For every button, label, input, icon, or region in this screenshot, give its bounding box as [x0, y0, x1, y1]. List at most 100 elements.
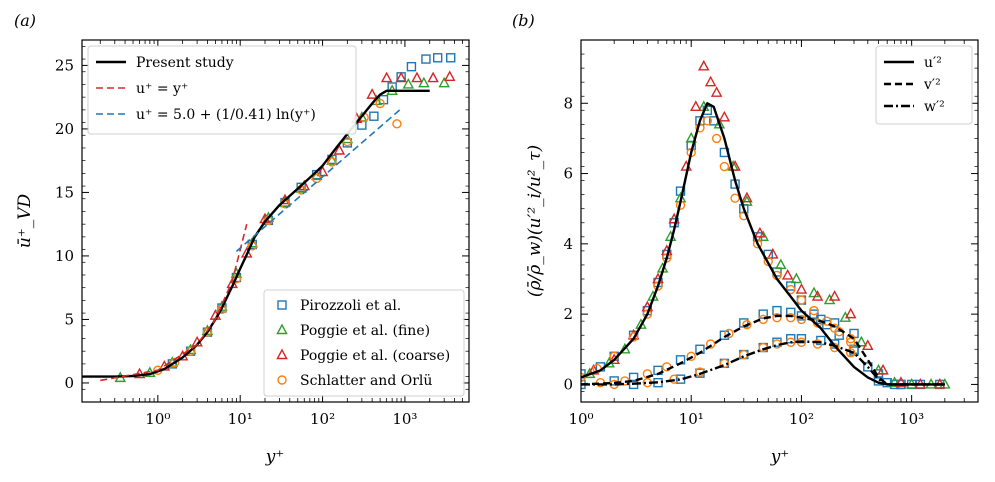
data-point-circle: [772, 312, 782, 323]
data-point-circle: [786, 284, 796, 295]
data-point-triangle: [754, 226, 766, 238]
data-point-square: [421, 54, 431, 64]
legend-frame: [263, 289, 465, 397]
series-line-2: [581, 340, 945, 386]
data-point-triangle: [619, 342, 631, 354]
data-point-circle: [846, 337, 856, 347]
data-point-triangle: [402, 77, 415, 89]
panel-a-label: (a): [14, 11, 36, 30]
data-point-triangle: [366, 88, 378, 99]
data-point-triangle: [741, 191, 753, 203]
data-point-circle: [392, 119, 402, 129]
panel-b-xlabel: y⁺: [770, 447, 790, 467]
x-tick-label: 10³: [392, 410, 417, 428]
panel-b: (b) 10⁰ 10¹ 10² 10³ 0 2 4 6 8 y⁺ (ρ̄/ρ̄_w)(u′²_i…: [512, 11, 979, 467]
data-point-triangle: [855, 335, 868, 347]
panel-a-xlabel: y⁺: [265, 447, 285, 467]
y-tick-label: 25: [55, 56, 74, 74]
data-point-circle: [202, 327, 213, 337]
data-point-triangle: [757, 230, 769, 242]
data-point-square: [786, 281, 796, 291]
data-point-circle: [796, 314, 807, 325]
data-point-square: [809, 309, 819, 319]
y-tick-label: 2: [563, 305, 573, 323]
data-point-circle: [758, 314, 768, 325]
legend-entry-label: u⁺ = y⁺: [136, 81, 188, 97]
data-point-circle: [705, 339, 716, 349]
data-point-triangle: [823, 293, 836, 305]
data-point-square: [609, 376, 619, 386]
legend-marker-swatch: [277, 375, 287, 385]
legend-entry-label: u′²: [924, 55, 942, 71]
data-point-square: [796, 334, 807, 344]
data-point-square: [772, 305, 782, 316]
data-point-triangle: [808, 286, 820, 298]
panel-b-ticks: 10⁰ 10¹ 10² 10³ 0 2 4 6 8: [563, 40, 978, 428]
data-point-circle: [375, 98, 385, 109]
data-point-square: [432, 53, 443, 63]
data-point-circle: [829, 323, 840, 333]
x-tick-label: 10¹: [679, 410, 704, 428]
x-tick-label: 10⁰: [568, 410, 593, 428]
data-point-triangle: [438, 76, 450, 88]
data-point-triangle: [828, 290, 841, 301]
data-point-square: [628, 372, 639, 383]
y-tick-label: 10: [55, 247, 74, 265]
data-point-square: [406, 61, 417, 72]
data-point-triangle: [697, 59, 710, 71]
data-point-triangle: [729, 160, 741, 171]
data-point-square: [581, 369, 586, 379]
data-point-circle: [809, 305, 819, 316]
y-tick-label: 0: [563, 375, 573, 393]
x-tick-label: 10²: [789, 410, 814, 428]
data-point-square: [446, 53, 456, 63]
x-tick-label: 10¹: [228, 410, 253, 428]
x-tick-label: 10³: [899, 410, 924, 428]
data-point-circle: [711, 133, 722, 144]
data-point-triangle: [326, 154, 338, 165]
data-point-square: [758, 309, 768, 319]
legend-marker-swatch: [276, 348, 288, 360]
panel-a-legend-top: Present study u⁺ = y⁺ u⁺ = 5.0 + (1/0.41) …: [87, 45, 357, 135]
data-point-circle: [686, 351, 696, 362]
data-point-circle: [642, 309, 653, 319]
legend-entry-label: w′²: [924, 99, 945, 115]
panel-b-legend: u′² v′² w′²: [875, 45, 973, 125]
data-point-circle: [846, 334, 856, 344]
y-tick-label: 15: [55, 183, 74, 201]
legend-marker-swatch: [276, 323, 288, 335]
data-point-circle: [342, 136, 353, 147]
data-point-circle: [829, 342, 840, 353]
data-point-circle: [327, 157, 337, 167]
y-tick-label: 8: [563, 94, 573, 112]
data-point-triangle: [333, 144, 346, 155]
data-point-triangle: [862, 339, 874, 350]
data-point-triangle: [443, 70, 456, 82]
data-point-square: [863, 362, 873, 372]
data-point-circle: [719, 161, 730, 172]
y-tick-label: 0: [64, 374, 74, 392]
data-point-circle: [752, 239, 763, 249]
panel-a-frame: [81, 39, 470, 403]
data-point-triangle: [380, 71, 393, 83]
data-point-triangle: [395, 71, 407, 83]
y-tick-label: 5: [64, 310, 74, 328]
panel-b-frame: [580, 39, 979, 403]
data-point-circle: [796, 295, 807, 305]
data-point-triangle: [411, 71, 423, 83]
legend-entry-label: Present study: [136, 55, 234, 71]
panel-b-label: (b): [512, 11, 535, 30]
legend-entry-label: Pirozzoli et al.: [300, 298, 401, 314]
legend-entry-label: Poggie et al. (fine): [300, 323, 430, 339]
data-point-square: [834, 330, 844, 340]
data-point-triangle: [427, 71, 439, 83]
data-point-triangle: [685, 131, 697, 143]
data-point-triangle: [635, 318, 647, 329]
legend-entry-label: Schlatter and Orlü: [300, 373, 432, 389]
data-point-triangle: [811, 290, 824, 301]
series-line-2: [235, 108, 402, 253]
data-point-triangle: [790, 272, 803, 284]
data-point-square: [369, 111, 379, 121]
data-point-triangle: [795, 283, 808, 294]
legend-frame: [875, 45, 973, 125]
